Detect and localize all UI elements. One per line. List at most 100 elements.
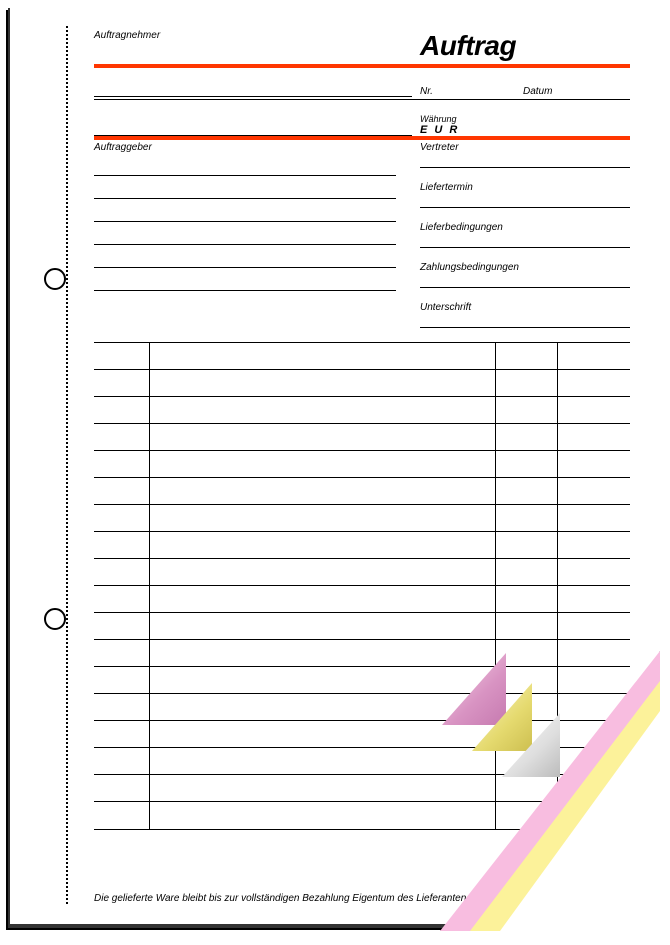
field-lieferbedingungen: Lieferbedingungen [420, 222, 630, 248]
table-cell [94, 424, 150, 450]
table-cell [150, 775, 496, 801]
field-label: Lieferbedingungen [420, 222, 630, 233]
table-cell [94, 559, 150, 585]
table-row [94, 640, 630, 667]
table-row [94, 343, 630, 370]
table-cell [94, 505, 150, 531]
mid-section: Auftraggeber Vertreter Liefertermin Liefer… [94, 140, 630, 328]
client-line [94, 244, 396, 245]
table-cell [94, 532, 150, 558]
client-line [94, 267, 396, 268]
table-cell [496, 532, 558, 558]
table-cell [558, 397, 630, 423]
top-orange-rule [94, 64, 630, 68]
table-cell [94, 802, 150, 829]
table-cell [496, 613, 558, 639]
table-cell [94, 343, 150, 369]
table-cell [496, 505, 558, 531]
table-cell [496, 424, 558, 450]
table-row [94, 559, 630, 586]
table-cell [496, 451, 558, 477]
date-label: Datum [523, 86, 552, 97]
table-cell [496, 559, 558, 585]
table-cell [496, 370, 558, 396]
client-line [94, 290, 396, 291]
field-underline [420, 207, 630, 208]
footnote: Die gelieferte Ware bleibt bis zur volls… [94, 893, 469, 904]
field-zahlungsbedingungen: Zahlungsbedingungen [420, 262, 630, 288]
table-cell [150, 424, 496, 450]
table-cell [150, 505, 496, 531]
field-liefertermin: Liefertermin [420, 182, 630, 208]
table-cell [496, 397, 558, 423]
table-cell [558, 343, 630, 369]
table-cell [496, 478, 558, 504]
table-cell [150, 748, 496, 774]
table-cell [94, 451, 150, 477]
table-row [94, 667, 630, 694]
table-cell [94, 397, 150, 423]
field-label: Vertreter [420, 142, 630, 153]
table-cell [150, 802, 496, 829]
table-cell [150, 667, 496, 693]
field-underline [420, 287, 630, 288]
table-cell [150, 397, 496, 423]
table-cell [94, 775, 150, 801]
table-cell [150, 532, 496, 558]
table-cell [558, 559, 630, 585]
punch-hole-bottom [44, 608, 66, 630]
table-cell [150, 451, 496, 477]
table-cell [150, 694, 496, 720]
currency-value: E U R [420, 124, 630, 136]
currency-row: Währung E U R [94, 114, 630, 136]
client-line [94, 175, 396, 176]
client-line [94, 198, 396, 199]
table-row [94, 532, 630, 559]
field-unterschrift: Unterschrift [420, 302, 630, 328]
field-underline [420, 167, 630, 168]
client-label: Auftraggeber [94, 142, 396, 153]
table-cell [150, 586, 496, 612]
punch-hole-top [44, 268, 66, 290]
field-vertreter: Vertreter [420, 142, 630, 168]
client-line [94, 221, 396, 222]
field-label: Zahlungsbedingungen [420, 262, 630, 273]
table-row [94, 694, 630, 721]
table-cell [150, 478, 496, 504]
table-cell [150, 640, 496, 666]
table-cell [150, 343, 496, 369]
table-cell [558, 451, 630, 477]
table-cell [150, 613, 496, 639]
table-cell [558, 667, 630, 693]
form-title: Auftrag [420, 30, 630, 62]
table-cell [558, 505, 630, 531]
table-cell [94, 586, 150, 612]
field-label: Liefertermin [420, 182, 630, 193]
table-cell [558, 424, 630, 450]
table-cell [496, 586, 558, 612]
table-cell [150, 559, 496, 585]
table-cell [558, 478, 630, 504]
header: Auftragnehmer Auftrag [94, 30, 630, 62]
table-row [94, 505, 630, 532]
perforation [66, 26, 68, 904]
table-row [94, 370, 630, 397]
table-cell [558, 370, 630, 396]
table-cell [94, 694, 150, 720]
table-cell [558, 532, 630, 558]
nr-date-underline [94, 99, 630, 100]
table-cell [150, 370, 496, 396]
table-cell [94, 640, 150, 666]
table-cell [94, 613, 150, 639]
table-row [94, 586, 630, 613]
field-underline [420, 247, 630, 248]
table-row [94, 451, 630, 478]
table-cell [496, 343, 558, 369]
table-cell [94, 748, 150, 774]
table-row [94, 613, 630, 640]
table-cell [94, 478, 150, 504]
table-row [94, 478, 630, 505]
table-cell [94, 721, 150, 747]
currency-label: Währung [420, 114, 630, 124]
number-date-row: Nr. Datum [94, 86, 630, 97]
